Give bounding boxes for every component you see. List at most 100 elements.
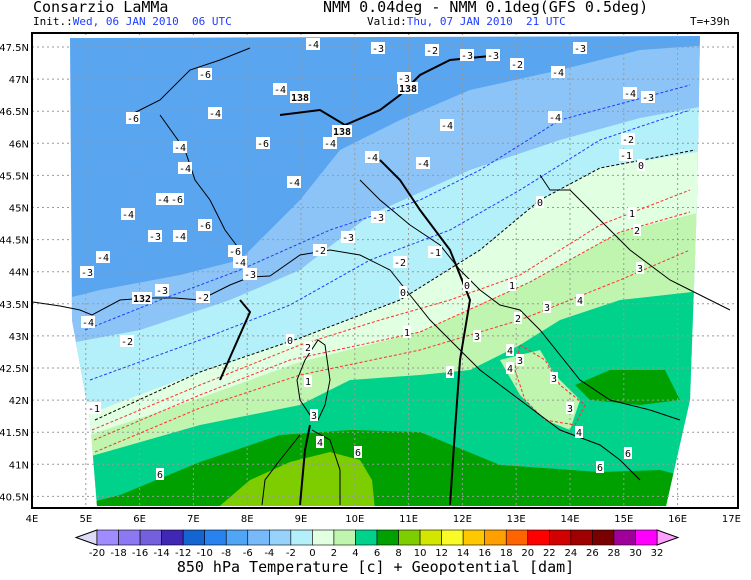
contour-label-bg	[637, 159, 645, 171]
contour-label-bg	[196, 291, 210, 303]
axes: 4E 5E 6E 7E 8E 9E 10E 11E 12E 13E 14E 15E 16E 17E 47.5…	[0, 43, 741, 525]
lat-tick-label: 45N	[9, 204, 29, 215]
grid-lines	[32, 33, 738, 508]
contour-label: 0	[638, 161, 644, 172]
contour-label: -6	[199, 221, 211, 232]
corsica-coast	[296, 339, 331, 421]
colorbar-swatch	[247, 529, 270, 546]
lat-tick-label: 46N	[9, 139, 29, 150]
contour-label-bg	[304, 375, 312, 387]
colorbar-tick-label: 32	[651, 548, 664, 559]
colorbar-tick-label: -12	[175, 548, 191, 559]
contour-label: -3	[461, 51, 473, 62]
colorbar-swatch	[441, 529, 464, 546]
lat-tick-label: 41N	[9, 460, 29, 471]
lat-tick-label: 43.5N	[0, 300, 29, 311]
contour-label: -4	[157, 195, 169, 206]
colorbar-tick-label: -2	[286, 548, 296, 559]
contour-label-bg	[403, 326, 411, 338]
colorbar-tick-label: 10	[414, 548, 427, 559]
contour-label: 138	[399, 84, 417, 95]
contour-label: 6	[625, 449, 631, 460]
contour-label: 3	[517, 356, 523, 367]
contour-label-bg	[304, 341, 312, 353]
colorbar-swatch	[269, 529, 292, 546]
contour-label-bg	[287, 176, 301, 188]
contour-label-bg	[486, 49, 500, 61]
contour-label-bg	[80, 266, 94, 278]
lon-tick-label: 12E	[453, 514, 472, 525]
contour-label: -2	[314, 246, 326, 257]
contour-label-bg	[398, 82, 418, 94]
colorbar-swatch	[398, 529, 421, 546]
italy-west-coast	[269, 249, 641, 481]
contour-label-bg	[233, 256, 247, 268]
contour-label: -3	[398, 74, 410, 85]
band-2-patch	[500, 350, 580, 430]
band-8	[215, 452, 375, 506]
contour-label: -2	[622, 135, 634, 146]
contour-label: -2	[197, 293, 209, 304]
contour-label: 0	[287, 336, 293, 347]
contour-label: 3	[474, 332, 480, 343]
colorbar-swatch	[613, 529, 636, 546]
lat-tick-label: 45.5N	[0, 171, 29, 182]
contour-label-bg	[506, 344, 514, 356]
colorbar-tick-label: 2	[331, 548, 337, 559]
contour-label: -6	[127, 114, 139, 125]
contour-label-bg	[286, 334, 294, 346]
contour-label: -1	[620, 151, 632, 162]
colorbar: -20 -18 -16 -14 -12 -10 -8 -6 -4 -2 0 2 4 6 8 10 12 14 16 1…	[74, 529, 680, 559]
valid-value: Thu, 07 JAN 2010 21 UTC	[406, 15, 566, 28]
isotherm-2	[93, 211, 691, 441]
colorbar-swatch	[182, 529, 205, 546]
colorbar-swatch	[118, 529, 141, 546]
lon-tick-label: 11E	[399, 514, 418, 525]
contour-label: -6	[257, 139, 269, 150]
contour-label-bg	[341, 231, 355, 243]
contour-label: -3	[487, 51, 499, 62]
valid-time: Valid:Thu, 07 JAN 2010 21 UTC	[367, 15, 566, 28]
colorbar-swatch	[635, 529, 658, 546]
lon-tick-label: 13E	[507, 514, 526, 525]
colorbar-swatch	[484, 529, 507, 546]
colorbar-tick-label: -6	[243, 548, 253, 559]
contour-label-bg	[548, 111, 562, 123]
contour-label: 6	[355, 448, 361, 459]
isotherm-0	[94, 149, 696, 421]
contour-label-bg	[290, 91, 310, 103]
colorbar-swatch	[549, 529, 572, 546]
contour-label: 0	[537, 198, 543, 209]
contour-label: 4	[507, 346, 513, 357]
contour-label: -6	[171, 195, 183, 206]
lat-tick-label: 41.5N	[0, 428, 29, 439]
contour-label-bg	[641, 91, 655, 103]
contour-label-bg	[310, 409, 318, 421]
lon-tick-label: 17E	[722, 514, 741, 525]
isotherm-minus2	[89, 109, 691, 381]
contour-label-bg	[316, 436, 324, 448]
contour-label-bg	[96, 251, 110, 263]
contour-label-bg	[536, 196, 544, 208]
contour-label: -4	[97, 253, 109, 264]
lat-tick-label: 47N	[9, 75, 29, 86]
colorbar-title: 850 hPa Temperature [c] + Geopotential […	[176, 558, 575, 576]
contour-label-bg	[178, 162, 192, 174]
contour-label-bg	[397, 72, 411, 84]
contour-label-bg	[516, 354, 524, 366]
colorbar-tick-label: -18	[110, 548, 126, 559]
contour-label-bg	[208, 107, 222, 119]
contour-label-bg	[173, 230, 187, 242]
contour-label-bg	[510, 58, 524, 70]
contour-label: 4	[507, 364, 513, 375]
contour-label: -4	[624, 89, 636, 100]
contour-label-bg	[354, 446, 362, 458]
colorbar-tick-label: 14	[457, 548, 470, 559]
contour-label: 4	[317, 438, 323, 449]
contour-label: 2	[305, 343, 311, 354]
contour-label-bg	[550, 372, 558, 384]
colorbar-tick-label: 20	[521, 548, 534, 559]
contour-label-bg	[332, 125, 352, 137]
contour-label-bg	[514, 312, 522, 324]
contour-label: 4	[447, 368, 453, 379]
